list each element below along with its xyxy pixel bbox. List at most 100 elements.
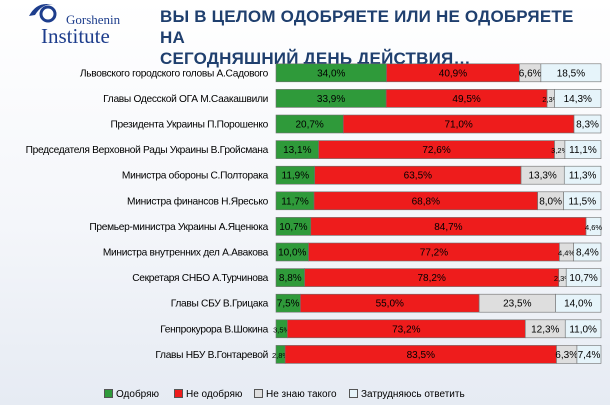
data-label: 33,9% — [317, 94, 345, 105]
bar-row: Министра внутренних дел А.Авакова 10,0% 77… — [103, 242, 602, 262]
legend-swatch — [254, 389, 263, 398]
data-label: 11,9% — [282, 171, 310, 182]
bar-segment-hard — [565, 268, 602, 287]
data-label: 14,3% — [564, 94, 592, 105]
data-label: 8,8% — [279, 273, 302, 284]
data-label: 40,9% — [439, 68, 467, 79]
bar-segment-hard — [576, 345, 602, 364]
bar-segment-hard — [573, 114, 602, 134]
bar-row: Министра обороны С.Полторака 11,9% 63,5% 13… — [122, 165, 602, 185]
data-label: 3,5% — [273, 325, 290, 334]
category-label: Львовского городского головы А.Садового — [80, 68, 269, 79]
data-label: 6,6% — [519, 68, 542, 79]
bar-row: Главы СБУ В.Грицака 7,5% 55,0% 23,5% 14,0% — [171, 293, 602, 313]
bar-segment-hard — [564, 140, 602, 159]
bar-segment-hard — [585, 217, 602, 236]
category-label: Главы Одесской ОГА М.Саакашвили — [103, 94, 268, 105]
data-label: 83,5% — [407, 350, 435, 361]
chart-title: ВЫ В ЦЕЛОМ ОДОБРЯЕТЕ ИЛИ НЕ ОДОБРЯЕТЕ НА… — [160, 6, 600, 69]
legend-label: Не знаю такого — [266, 389, 337, 400]
legend-swatch — [349, 389, 358, 398]
brand-logo: Gorshenin Institute — [6, 2, 136, 52]
data-label: 7,4% — [578, 350, 601, 361]
data-label: 8,0% — [539, 196, 562, 207]
legend-item: Не знаю такого — [254, 389, 337, 400]
legend-label: Не одобряю — [186, 389, 243, 400]
data-label: 18,5% — [557, 68, 585, 79]
data-label: 14,0% — [564, 299, 592, 310]
bar-row: Главы НБУ В.Гонтаревой 2,8% 83,5% 6,3% 7,4% — [155, 345, 602, 364]
bar-segment-hard — [564, 319, 602, 339]
data-label: 78,2% — [418, 273, 446, 284]
data-label: 2,3% — [554, 274, 571, 283]
category-label: Министра финансов Н.Яресько — [127, 195, 269, 207]
data-label: 13,3% — [528, 171, 556, 182]
bar-segment-hard — [563, 165, 602, 185]
data-label: 84,7% — [434, 222, 462, 233]
category-label: Главы СБУ В.Грицака — [171, 299, 269, 310]
category-label: Председателя Верховной Рады Украины В.Гр… — [26, 145, 269, 156]
legend-item: Не одобряю — [174, 389, 242, 400]
category-label: Министра внутренних дел А.Авакова — [103, 248, 269, 259]
bar-row: Главы Одесской ОГА М.Саакашвили 33,9% 49,5… — [103, 89, 602, 108]
data-label: 73,2% — [392, 324, 420, 335]
data-label: 6,3% — [555, 350, 578, 361]
data-label: 3,2% — [551, 146, 568, 155]
legend-label: Затрудняюсь ответить — [361, 389, 465, 400]
data-label: 20,7% — [295, 120, 323, 131]
data-label: 8,3% — [576, 120, 599, 131]
data-label: 49,5% — [452, 94, 480, 105]
data-label: 2,8% — [272, 351, 289, 360]
bar-row: Председателя Верховной Рады Украины В.Гр… — [26, 140, 602, 159]
brand-subtitle: Institute — [41, 24, 110, 48]
data-label: 4,6% — [585, 223, 602, 232]
chart-title-line-1: ВЫ В ЦЕЛОМ ОДОБРЯЕТЕ ИЛИ НЕ ОДОБРЯЕТЕ НА — [160, 7, 574, 47]
bar-row: Секретаря СНБО А.Турчинова 8,8% 78,2% 2,3%1… — [132, 268, 602, 287]
category-label: Секретаря СНБО А.Турчинова — [132, 273, 268, 284]
data-label: 12,3% — [531, 324, 559, 335]
legend-label: Одобряю — [116, 389, 160, 400]
data-label: 7,5% — [277, 299, 300, 310]
category-label: Главы НБУ В.Гонтаревой — [155, 350, 268, 361]
data-label: 11,0% — [569, 324, 597, 335]
legend-swatch — [174, 389, 183, 398]
data-label: 10,7% — [569, 273, 597, 284]
data-label: 68,8% — [412, 196, 440, 207]
category-label: Премьер-министра Украины А.Яценюка — [89, 222, 268, 233]
bar-segment-hard — [555, 293, 602, 313]
chart-title-line-2: СЕГОДНЯШНИЙ ДЕНЬ ДЕЙСТВИЯ… — [160, 49, 471, 68]
category-label: Министра обороны С.Полторака — [122, 170, 269, 182]
data-label: 10,0% — [278, 248, 306, 259]
data-label: 63,5% — [404, 171, 432, 182]
bar-row: Львовского городского головы А.Садового 3… — [80, 63, 602, 83]
data-label: 11,1% — [569, 145, 597, 156]
data-label: 77,2% — [420, 248, 448, 259]
data-label: 71,0% — [444, 120, 472, 131]
bar-segment-hard — [573, 242, 602, 262]
logo-arc-icon — [29, 3, 57, 23]
category-label: Президента Украины П.Порошенко — [110, 120, 268, 131]
data-label: 11,7% — [281, 196, 309, 207]
bar-row: Генпрокурора В.Шокина 3,5% 73,2% 12,3% 11,0% — [160, 319, 602, 339]
data-label: 55,0% — [376, 299, 404, 310]
data-label: 23,5% — [503, 299, 531, 310]
data-label: 11,5% — [568, 196, 596, 207]
data-label: 34,0% — [317, 68, 345, 79]
data-label: 11,3% — [569, 171, 597, 182]
legend-item: Одобряю — [104, 389, 159, 400]
brand-name: Gorshenin — [66, 12, 121, 27]
category-label: Генпрокурора В.Шокина — [160, 324, 268, 335]
data-label: 4,4% — [558, 249, 575, 258]
data-label: 8,4% — [576, 248, 599, 259]
bar-segment-hard — [563, 191, 602, 211]
bar-row: Президента Украины П.Порошенко 20,7% 71,0%… — [110, 114, 602, 134]
legend-item: Затрудняюсь ответить — [349, 389, 465, 400]
data-label: 10,7% — [279, 222, 307, 233]
legend-swatch — [104, 389, 113, 398]
data-label: 72,6% — [422, 145, 450, 156]
bar-segment-hard — [554, 89, 602, 108]
bar-row: Премьер-министра Украины А.Яценюка 10,7% 8… — [89, 217, 602, 236]
bar-row: Министра финансов Н.Яресько 11,7% 68,8% 8,0… — [127, 191, 602, 211]
data-label: 13,1% — [283, 145, 311, 156]
